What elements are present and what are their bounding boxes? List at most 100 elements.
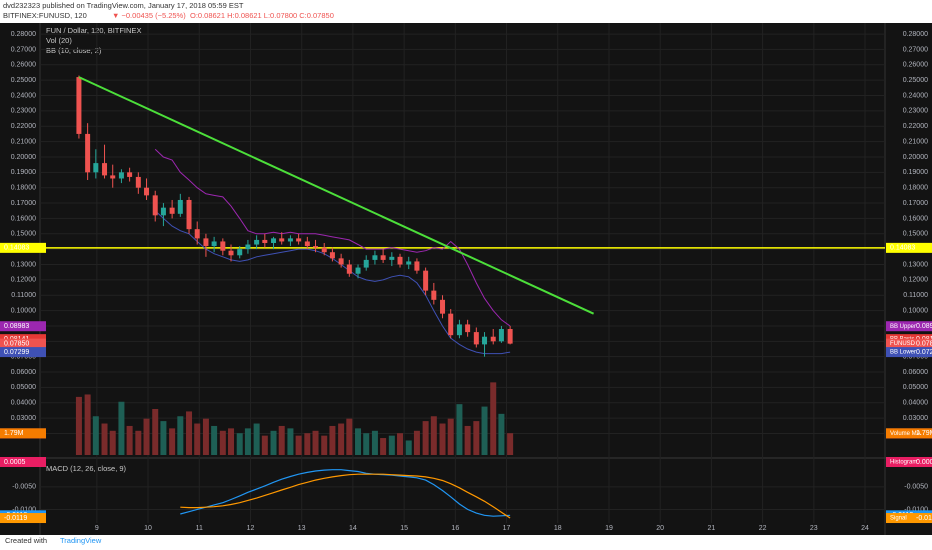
y-tick-label-right: 0.25000: [903, 77, 928, 84]
y-tick-label-right: 0.12000: [903, 277, 928, 284]
candle-body: [414, 261, 420, 271]
badge-value: 1.79M: [4, 430, 24, 437]
band-line: [154, 148, 511, 327]
badge-value: 0.08983: [4, 323, 29, 330]
y-tick-label-left: 0.23000: [11, 108, 36, 115]
candle-body: [304, 241, 310, 247]
y-tick-label-left: 0.12000: [11, 277, 36, 284]
candle-body: [160, 207, 166, 216]
candle-body: [448, 313, 454, 336]
y-tick-label-left: 0.18000: [11, 185, 36, 192]
candle-body: [110, 175, 116, 179]
volume-bar: [109, 430, 116, 455]
y-tick-label-left: 0.13000: [11, 261, 36, 268]
y-tick-label-right: 0.20000: [903, 154, 928, 161]
y-tick-label-left: -0.0050: [12, 484, 36, 491]
footer-brand[interactable]: TradingView: [60, 536, 102, 545]
y-tick-label-left: 0.10000: [11, 307, 36, 314]
volume-bar: [236, 433, 243, 455]
candle-body: [135, 176, 141, 188]
x-tick-label: 22: [759, 525, 767, 532]
y-tick-label-right: 0.23000: [903, 108, 928, 115]
y-tick-label-right: 0.27000: [903, 46, 928, 53]
volume-bar: [346, 418, 353, 455]
candle-body: [127, 172, 133, 177]
candle-body: [313, 246, 319, 248]
candle-body: [346, 264, 352, 274]
candle-body: [329, 252, 335, 259]
y-tick-label-left: 0.03000: [11, 415, 36, 422]
badge-value: 0.07299: [916, 349, 932, 356]
badge-box: [886, 428, 932, 439]
volume-bar: [152, 409, 159, 455]
y-tick-label-right: 0.10000: [903, 307, 928, 314]
y-tick-label-left: 0.22000: [11, 123, 36, 130]
volume-bar: [329, 425, 336, 455]
y-tick-label-left: 0.17000: [11, 200, 36, 207]
x-tick-label: 21: [707, 525, 715, 532]
ohlc: O:0.08621 H:0.08621 L:0.07800 C:0.07850: [190, 11, 334, 20]
volume-bar: [92, 416, 99, 455]
trend-line: [78, 76, 595, 315]
badge-value: 0.14083: [890, 245, 915, 252]
candle-body: [245, 244, 251, 250]
badge-box: [886, 321, 932, 332]
y-tick-label-left: 0.04000: [11, 400, 36, 407]
candle-body: [237, 249, 243, 256]
y-tick-label-left: 0.27000: [11, 46, 36, 53]
footer-created: Created with: [5, 536, 47, 545]
volume-bar: [177, 416, 184, 455]
x-tick-label: 9: [95, 525, 99, 532]
volume-bar: [84, 394, 91, 455]
volume-bar: [143, 418, 150, 455]
x-tick-label: 23: [810, 525, 818, 532]
x-tick-label: 13: [298, 525, 306, 532]
volume-bar: [388, 435, 395, 455]
x-tick-label: 17: [503, 525, 511, 532]
badge-box: [0, 338, 46, 349]
volume-bar: [422, 421, 429, 455]
y-tick-label-right: 0.05000: [903, 384, 928, 391]
volume-bar: [447, 418, 454, 455]
candle-body: [397, 256, 403, 265]
x-tick-label: 11: [196, 525, 203, 532]
volume-bar: [380, 438, 387, 455]
volume-bar: [202, 418, 209, 455]
volume-bar: [219, 430, 226, 455]
candle-body: [76, 77, 82, 134]
candle-body: [490, 336, 496, 342]
volume-bar: [405, 440, 412, 455]
y-tick-label-right: 0.19000: [903, 169, 928, 176]
y-tick-label-left: 0.25000: [11, 77, 36, 84]
y-tick-label-left: 0.05000: [11, 384, 36, 391]
volume-bar: [186, 411, 193, 455]
candle-body: [169, 207, 175, 214]
y-tick-label-left: 0.16000: [11, 215, 36, 222]
y-tick-label-right: 0.11000: [903, 292, 928, 299]
candle-body: [203, 238, 209, 247]
candle-body: [423, 270, 429, 291]
volume-bar: [135, 430, 142, 455]
x-tick-label: 16: [451, 525, 459, 532]
badge-value: 0.07850: [4, 340, 29, 347]
symbol: BITFINEX:FUNUSD, 120: [3, 11, 87, 20]
x-tick-label: 15: [400, 525, 408, 532]
badge-value: 0.07850: [916, 340, 932, 347]
volume-bar: [261, 435, 268, 455]
volume-bar: [338, 423, 345, 455]
volume-bar: [456, 404, 463, 455]
candle-body: [271, 238, 277, 243]
volume-bar: [397, 433, 404, 455]
volume-bar: [270, 430, 277, 455]
badge-box: [0, 321, 46, 332]
candle-body: [102, 163, 108, 176]
volume-bar: [244, 428, 251, 455]
candle-body: [228, 250, 234, 256]
badge-box: [0, 428, 46, 439]
y-tick-label-left: 0.19000: [11, 169, 36, 176]
badge-box: [886, 242, 932, 253]
badge-value: 1.79M: [916, 430, 932, 437]
badge-box: [0, 242, 46, 253]
y-tick-label-left: 0.24000: [11, 92, 36, 99]
candle-body: [296, 238, 302, 242]
